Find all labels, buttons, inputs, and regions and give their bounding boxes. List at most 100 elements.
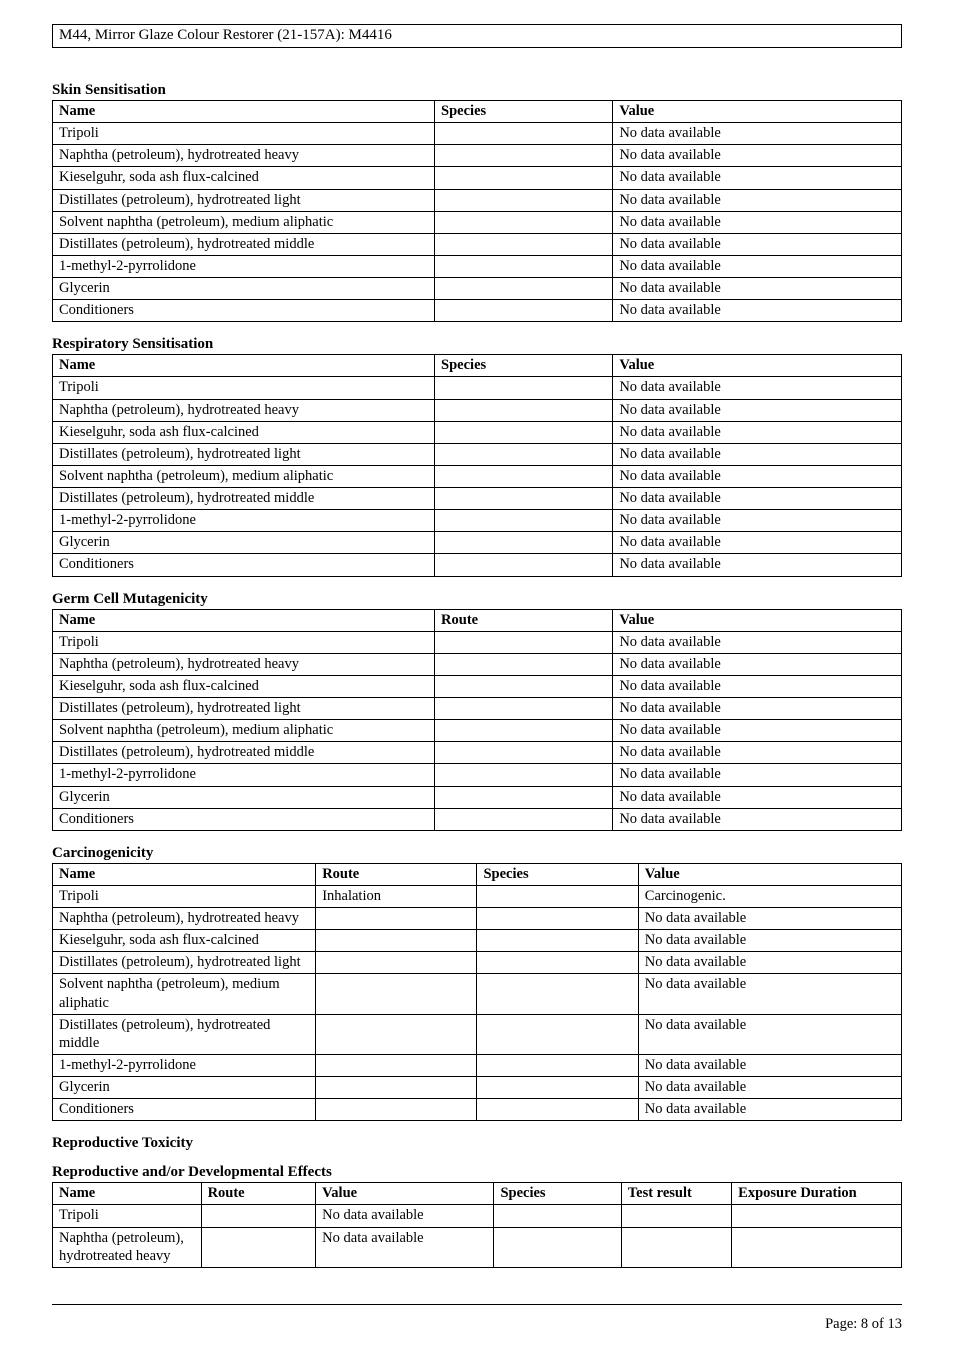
table-row: Distillates (petroleum), hydrotreated li…: [53, 952, 902, 974]
cell-route: [316, 1014, 477, 1054]
cell-name: Conditioners: [53, 554, 435, 576]
table-row: GlycerinNo data available: [53, 1077, 902, 1099]
table-row: Solvent naphtha (petroleum), medium alip…: [53, 211, 902, 233]
cell-name: Distillates (petroleum), hydrotreated mi…: [53, 233, 435, 255]
col-name: Name: [53, 1183, 202, 1205]
table-row: Kieselguhr, soda ash flux-calcinedNo dat…: [53, 930, 902, 952]
table-row: Glycerin No data available: [53, 278, 902, 300]
cell-value: No data available: [613, 465, 902, 487]
cell-species: [435, 189, 613, 211]
cell-species: [477, 974, 638, 1014]
col-species: Species: [477, 863, 638, 885]
table-row: Kieselguhr, soda ash flux-calcinedNo dat…: [53, 421, 902, 443]
cell-species: [435, 145, 613, 167]
cell-exposure-duration: [732, 1227, 902, 1267]
cell-name: Solvent naphtha (petroleum), medium alip…: [53, 211, 435, 233]
document-title-box: M44, Mirror Glaze Colour Restorer (21-15…: [52, 24, 902, 48]
cell-value: No data available: [613, 123, 902, 145]
cell-value: No data available: [613, 278, 902, 300]
cell-name: 1-methyl-2-pyrrolidone: [53, 510, 435, 532]
table-row: Distillates (petroleum), hydrotreated mi…: [53, 1014, 902, 1054]
cell-value: No data available: [613, 554, 902, 576]
col-test-result: Test result: [621, 1183, 731, 1205]
cell-name: Tripoli: [53, 377, 435, 399]
cell-name: Kieselguhr, soda ash flux-calcined: [53, 421, 435, 443]
table-respiratory-sensitisation: Name Species Value TripoliNo data availa…: [52, 354, 902, 576]
cell-route: [435, 742, 613, 764]
cell-name: Tripoli: [53, 631, 435, 653]
table-row: 1-methyl-2-pyrrolidoneNo data available: [53, 255, 902, 277]
cell-species: [477, 1014, 638, 1054]
cell-route: [435, 764, 613, 786]
cell-species: [435, 421, 613, 443]
col-route: Route: [435, 609, 613, 631]
col-name: Name: [53, 355, 435, 377]
cell-value: No data available: [613, 399, 902, 421]
cell-value: No data available: [613, 742, 902, 764]
col-species: Species: [435, 101, 613, 123]
heading-germ-cell-mutagenicity: Germ Cell Mutagenicity: [52, 591, 902, 608]
cell-value: No data available: [638, 1099, 901, 1121]
col-value: Value: [613, 101, 902, 123]
table-row: Naphtha (petroleum), hydrotreated heavyN…: [53, 145, 902, 167]
table-row: Solvent naphtha (petroleum), medium alip…: [53, 465, 902, 487]
cell-route: [316, 974, 477, 1014]
cell-route: [201, 1227, 316, 1267]
cell-species: [477, 1077, 638, 1099]
heading-carcinogenicity: Carcinogenicity: [52, 845, 902, 862]
cell-name: Distillates (petroleum), hydrotreated li…: [53, 443, 435, 465]
heading-reproductive-effects: Reproductive and/or Developmental Effect…: [52, 1164, 902, 1181]
cell-value: No data available: [613, 653, 902, 675]
cell-name: Distillates (petroleum), hydrotreated mi…: [53, 1014, 316, 1054]
cell-name: Kieselguhr, soda ash flux-calcined: [53, 167, 435, 189]
table-germ-cell-mutagenicity: Name Route Value TripoliNo data availabl…: [52, 609, 902, 831]
cell-route: Inhalation: [316, 885, 477, 907]
table-row: Naphtha (petroleum), hydrotreated heavy N…: [53, 653, 902, 675]
table-row: TripoliNo data available: [53, 631, 902, 653]
cell-species: [435, 233, 613, 255]
cell-value: No data available: [613, 488, 902, 510]
cell-route: [316, 930, 477, 952]
table-row: 1-methyl-2-pyrrolidoneNo data available: [53, 510, 902, 532]
cell-route: [316, 1054, 477, 1076]
table-row: Distillates (petroleum), hydrotreated mi…: [53, 233, 902, 255]
cell-species: [435, 167, 613, 189]
cell-value: No data available: [638, 930, 901, 952]
table-header-row: Name Route Species Value: [53, 863, 902, 885]
cell-name: Distillates (petroleum), hydrotreated li…: [53, 952, 316, 974]
cell-name: Naphtha (petroleum), hydrotreated heavy: [53, 1227, 202, 1267]
cell-name: Glycerin: [53, 278, 435, 300]
cell-route: [316, 908, 477, 930]
cell-name: Distillates (petroleum), hydrotreated li…: [53, 698, 435, 720]
col-name: Name: [53, 863, 316, 885]
cell-name: 1-methyl-2-pyrrolidone: [53, 764, 435, 786]
cell-route: [316, 1099, 477, 1121]
cell-name: Solvent naphtha (petroleum), medium alip…: [53, 720, 435, 742]
cell-value: No data available: [613, 786, 902, 808]
cell-name: Tripoli: [53, 885, 316, 907]
table-row: ConditionersNo data available: [53, 300, 902, 322]
cell-value: No data available: [613, 808, 902, 830]
cell-species: [435, 465, 613, 487]
cell-species: [477, 1099, 638, 1121]
table-row: Distillates (petroleum), hydrotreated li…: [53, 443, 902, 465]
cell-route: [316, 952, 477, 974]
cell-name: Distillates (petroleum), hydrotreated mi…: [53, 742, 435, 764]
cell-value: No data available: [638, 1014, 901, 1054]
cell-value: No data available: [638, 908, 901, 930]
table-row: Tripoli No data available: [53, 1205, 902, 1227]
table-row: TripoliNo data available: [53, 123, 902, 145]
heading-respiratory-sensitisation: Respiratory Sensitisation: [52, 336, 902, 353]
table-row: Solvent naphtha (petroleum), medium alip…: [53, 720, 902, 742]
cell-value: No data available: [316, 1227, 494, 1267]
cell-name: Naphtha (petroleum), hydrotreated heavy: [53, 653, 435, 675]
document-title: M44, Mirror Glaze Colour Restorer (21-15…: [59, 27, 392, 43]
cell-name: Tripoli: [53, 1205, 202, 1227]
table-reproductive-effects: Name Route Value Species Test result Exp…: [52, 1182, 902, 1268]
cell-value: No data available: [613, 255, 902, 277]
table-row: GlycerinNo data available: [53, 786, 902, 808]
cell-route: [435, 631, 613, 653]
cell-value: No data available: [613, 300, 902, 322]
cell-route: [435, 653, 613, 675]
table-row: GlycerinNo data available: [53, 532, 902, 554]
